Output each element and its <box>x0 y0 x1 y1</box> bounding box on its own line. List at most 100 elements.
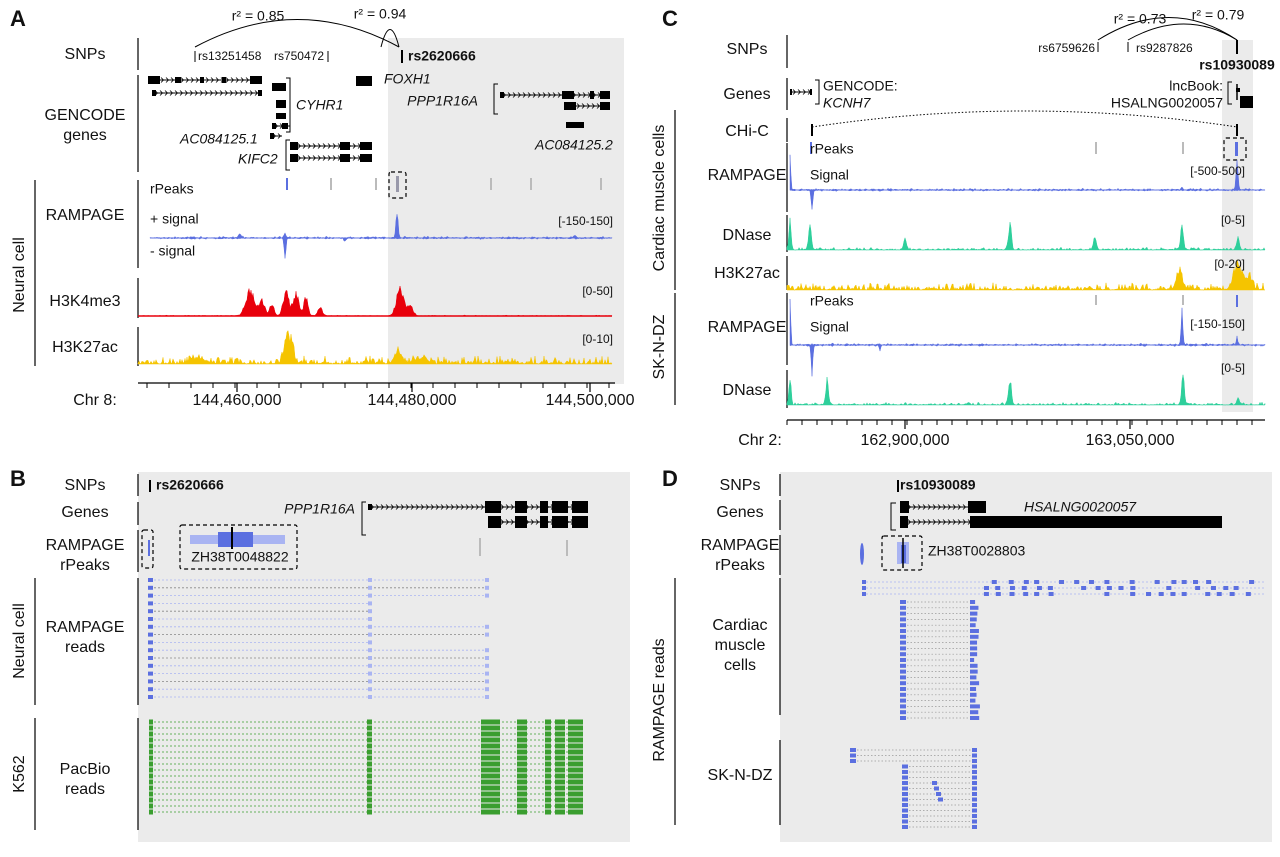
gene-bracket <box>361 501 366 536</box>
label: Chr 8: <box>73 392 117 409</box>
read-block <box>485 648 489 653</box>
read-block <box>900 692 906 697</box>
read-block <box>545 779 551 785</box>
read-block <box>970 663 978 668</box>
read-block <box>1154 580 1160 584</box>
read-block <box>970 617 977 622</box>
rpeak <box>286 178 288 190</box>
intron-arrows <box>792 89 812 95</box>
read-block <box>368 679 372 684</box>
label: AC084125.1 <box>179 131 258 147</box>
exon <box>572 501 588 513</box>
read-block <box>545 797 551 803</box>
read-block <box>1095 586 1101 590</box>
read-block <box>568 725 583 731</box>
read-block <box>900 710 906 715</box>
read-block <box>1195 586 1201 590</box>
rpeak <box>330 178 332 190</box>
read-block <box>568 719 583 725</box>
read-block <box>517 731 527 737</box>
read-block <box>149 809 153 815</box>
read-block <box>902 792 908 796</box>
exon <box>368 504 372 510</box>
label: B <box>10 466 26 491</box>
read-block <box>149 749 153 755</box>
read-block <box>148 601 153 606</box>
exon <box>562 91 574 99</box>
read-block <box>900 663 906 668</box>
read-block <box>900 640 906 645</box>
rpeak <box>490 178 492 190</box>
exon <box>600 91 610 99</box>
ld-arc <box>194 19 400 48</box>
read-block <box>900 652 906 657</box>
read-block <box>1021 586 1027 590</box>
read-block <box>970 646 978 651</box>
read-block <box>149 731 153 737</box>
signal-track <box>137 330 613 365</box>
label: DNase <box>723 227 772 244</box>
read-block <box>545 755 551 761</box>
exon <box>276 100 286 108</box>
read-block <box>368 695 372 699</box>
read-block <box>970 692 977 697</box>
label: + signal <box>150 211 199 227</box>
read-block <box>148 609 153 614</box>
read-block <box>900 669 906 674</box>
read-block <box>148 648 153 653</box>
label: H3K27ac <box>52 339 118 356</box>
read-block <box>972 786 977 791</box>
read-block <box>368 593 372 598</box>
rpeak <box>1095 295 1097 305</box>
read-block <box>970 600 976 604</box>
label: 144,500,000 <box>546 392 635 409</box>
label: SNPs <box>720 477 761 494</box>
exon <box>540 501 548 513</box>
read-block <box>368 648 372 653</box>
peak-core <box>218 532 253 547</box>
label: rs10930089 <box>1199 57 1275 73</box>
read-block <box>970 669 978 674</box>
read-block <box>367 779 372 785</box>
label: rPeaks <box>715 557 765 574</box>
read-block <box>568 785 583 791</box>
label: Genes <box>61 504 108 521</box>
read-block <box>149 755 153 761</box>
read-block <box>972 748 977 752</box>
read-block <box>568 731 583 737</box>
read-block <box>485 624 489 629</box>
read-block <box>934 786 939 791</box>
exon <box>340 154 350 162</box>
exon <box>810 89 812 95</box>
read-block <box>555 767 565 773</box>
read-block <box>481 785 500 791</box>
read-block <box>1047 586 1053 590</box>
read-block <box>545 749 551 755</box>
exon <box>970 516 1222 528</box>
label: GENCODE <box>45 107 126 124</box>
intron-arrows <box>502 92 607 98</box>
label: ZH38T0028803 <box>928 543 1026 559</box>
label: rPeaks <box>810 141 854 157</box>
read-block <box>972 775 977 780</box>
read-block <box>367 791 372 797</box>
gene-bracket <box>890 502 896 531</box>
label: Signal <box>810 319 849 335</box>
read-block <box>1074 580 1080 584</box>
exon <box>552 516 568 528</box>
label: reads <box>65 639 105 656</box>
label: KCNH7 <box>823 95 872 111</box>
read-block <box>367 803 372 809</box>
label: SNPs <box>65 477 106 494</box>
read-block <box>149 797 153 803</box>
read-block <box>149 719 153 725</box>
read-block <box>481 755 500 761</box>
read-block <box>902 808 908 813</box>
read-block <box>545 761 551 767</box>
read-block <box>545 725 551 731</box>
read-block <box>1081 586 1087 590</box>
label: r² = 0.94 <box>354 6 407 22</box>
read-block <box>368 632 372 637</box>
label: cells <box>724 657 756 674</box>
read-block <box>970 623 976 628</box>
